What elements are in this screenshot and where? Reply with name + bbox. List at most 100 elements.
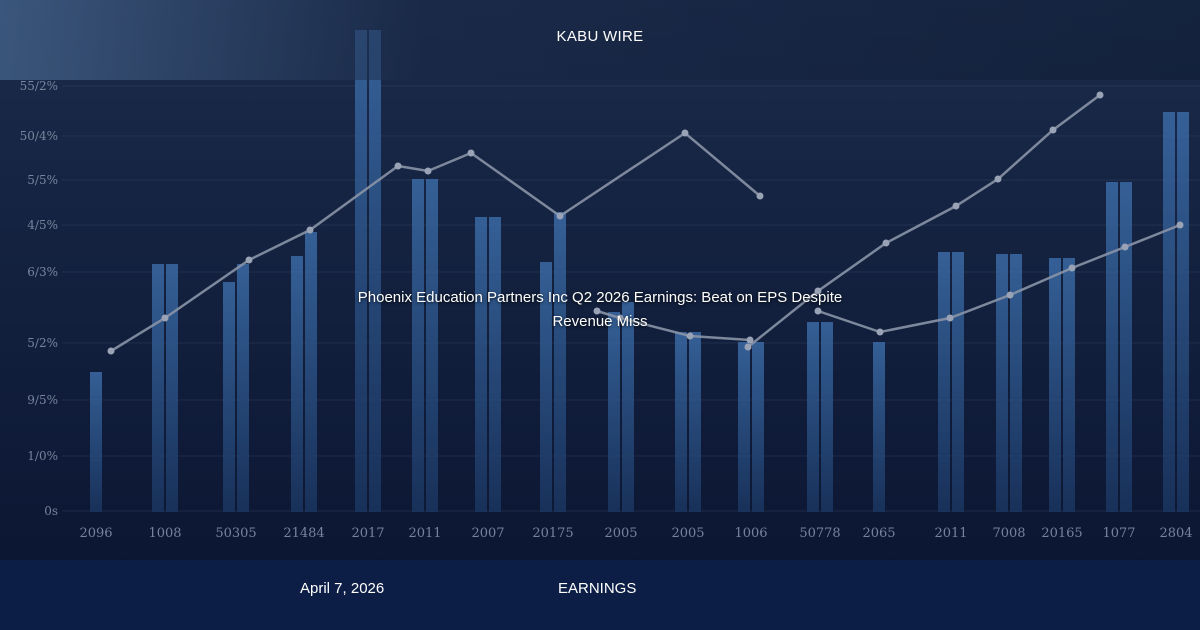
line-point bbox=[946, 314, 954, 322]
bar bbox=[1177, 112, 1189, 512]
x-tick-label: 2804 bbox=[1159, 526, 1192, 541]
bar bbox=[1063, 258, 1075, 512]
line-point bbox=[593, 307, 601, 315]
brand-name: KABU WIRE bbox=[556, 28, 644, 45]
x-tick-label: 2007 bbox=[471, 526, 504, 541]
trend-line bbox=[596, 309, 751, 342]
bars bbox=[90, 30, 1189, 512]
header-bar bbox=[0, 0, 1200, 80]
y-tick-label: 5∕2% bbox=[27, 336, 58, 350]
trend-lines bbox=[107, 91, 1184, 355]
line-point bbox=[876, 328, 884, 336]
line-point bbox=[882, 239, 890, 247]
y-tick-label: 9∕5% bbox=[27, 393, 58, 407]
line-point bbox=[814, 307, 822, 315]
bar bbox=[608, 312, 620, 512]
x-axis-ticks: 2096 1008 50305 21484 2017 2011 2007 20175 2005 2… bbox=[79, 526, 1192, 541]
line-point bbox=[616, 314, 624, 322]
line-point bbox=[467, 149, 475, 157]
bar bbox=[475, 217, 487, 512]
bar bbox=[938, 252, 950, 512]
y-tick-label: 0s bbox=[44, 504, 58, 518]
x-tick-label: 2096 bbox=[79, 526, 112, 541]
x-tick-label: 50305 bbox=[215, 526, 256, 541]
bar bbox=[540, 262, 552, 512]
bar bbox=[152, 264, 164, 512]
trend-line bbox=[110, 131, 761, 353]
line-point bbox=[952, 202, 960, 210]
line-point bbox=[1096, 91, 1104, 99]
line-point bbox=[681, 129, 689, 137]
line-point bbox=[814, 287, 822, 295]
y-tick-label: 4∕5% bbox=[27, 218, 58, 232]
x-tick-label: 2017 bbox=[351, 526, 384, 541]
bar bbox=[1049, 258, 1061, 512]
bar bbox=[305, 232, 317, 512]
bar bbox=[90, 372, 102, 512]
x-tick-label: 1006 bbox=[734, 526, 767, 541]
line-point bbox=[107, 347, 115, 355]
bar bbox=[752, 342, 764, 512]
x-tick-label: 20165 bbox=[1041, 526, 1082, 541]
bar bbox=[1163, 112, 1175, 512]
category-label: EARNINGS bbox=[558, 580, 637, 597]
line-point bbox=[746, 336, 754, 344]
x-tick-label: 7008 bbox=[992, 526, 1025, 541]
x-tick-label: 2005 bbox=[671, 526, 704, 541]
line-point bbox=[1176, 221, 1184, 229]
bar bbox=[223, 282, 235, 512]
y-tick-label: 50∕4% bbox=[20, 129, 58, 143]
bar bbox=[1010, 254, 1022, 512]
bar bbox=[996, 254, 1008, 512]
bar bbox=[412, 179, 424, 512]
line-point bbox=[1121, 243, 1129, 251]
bar bbox=[821, 322, 833, 512]
x-tick-label: 2011 bbox=[934, 526, 967, 541]
bar bbox=[675, 332, 687, 512]
bar bbox=[689, 332, 701, 512]
line-point bbox=[245, 256, 253, 264]
y-tick-label: 55∕2% bbox=[20, 79, 58, 93]
publish-date: April 7, 2026 bbox=[300, 580, 385, 597]
bar bbox=[1106, 182, 1118, 512]
bar bbox=[952, 252, 964, 512]
bar bbox=[369, 30, 381, 512]
line-point bbox=[994, 175, 1002, 183]
y-axis-ticks: 0s 1∕0% 9∕5% 5∕2% 6∕3% 4∕5% 5∕5% 50∕4% 55∕2% bbox=[20, 79, 58, 518]
line-point bbox=[161, 314, 169, 322]
line-point bbox=[1068, 264, 1076, 272]
x-tick-label: 2065 bbox=[862, 526, 895, 541]
x-tick-label: 1008 bbox=[148, 526, 181, 541]
bar bbox=[622, 302, 634, 512]
x-tick-label: 20175 bbox=[532, 526, 573, 541]
bar bbox=[291, 256, 303, 512]
line-point bbox=[556, 212, 564, 220]
x-tick-label: 21484 bbox=[283, 526, 324, 541]
line-point bbox=[1006, 291, 1014, 299]
bar bbox=[237, 264, 249, 512]
x-tick-label: 2005 bbox=[604, 526, 637, 541]
bar bbox=[426, 179, 438, 512]
bar bbox=[738, 342, 750, 512]
bar bbox=[554, 212, 566, 512]
line-point bbox=[424, 167, 432, 175]
line-point bbox=[394, 162, 402, 170]
line-point bbox=[744, 343, 752, 351]
y-tick-label: 5∕5% bbox=[27, 173, 58, 187]
bar bbox=[166, 264, 178, 512]
x-tick-label: 1077 bbox=[1102, 526, 1135, 541]
y-tick-label: 6∕3% bbox=[27, 265, 58, 279]
x-tick-label: 50778 bbox=[799, 526, 840, 541]
bar bbox=[873, 342, 885, 512]
bar bbox=[807, 322, 819, 512]
bar bbox=[1120, 182, 1132, 512]
footer-bar bbox=[0, 560, 1200, 630]
line-point bbox=[756, 192, 764, 200]
bar bbox=[489, 217, 501, 512]
bar bbox=[355, 30, 367, 512]
line-point bbox=[306, 226, 314, 234]
line-point bbox=[1049, 126, 1057, 134]
x-tick-label: 2011 bbox=[408, 526, 441, 541]
y-tick-label: 1∕0% bbox=[27, 449, 58, 463]
